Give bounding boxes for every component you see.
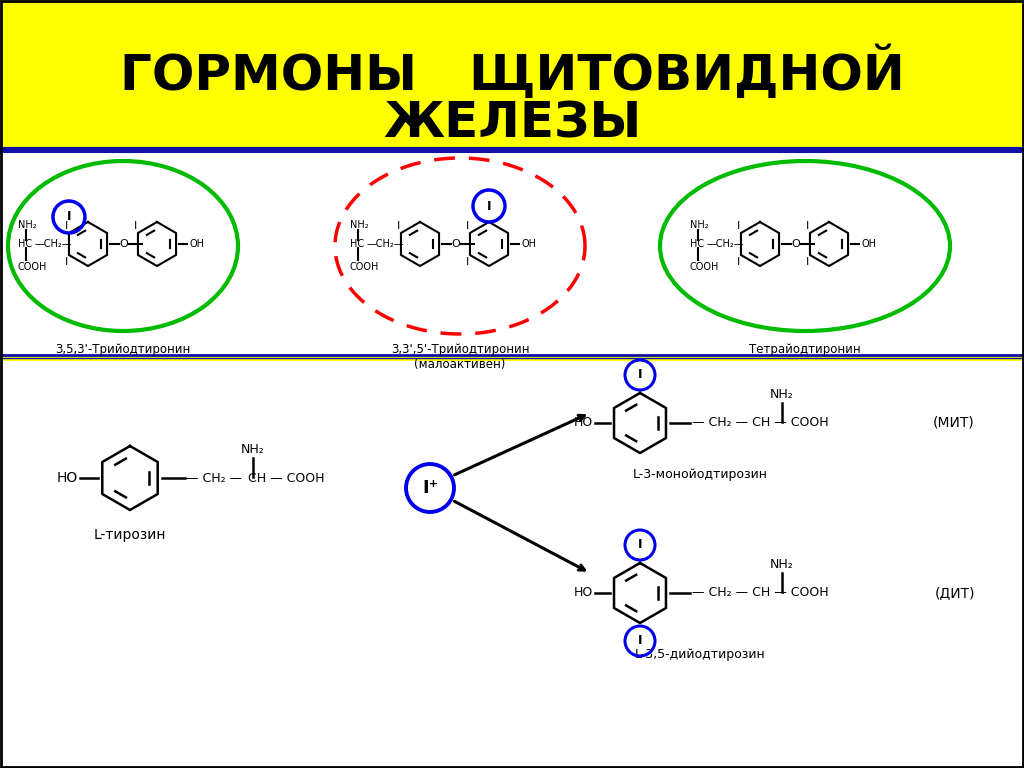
Text: ГОРМОНЫ   ЩИТОВИДНОЙ: ГОРМОНЫ ЩИТОВИДНОЙ: [120, 46, 904, 101]
Text: I: I: [66, 257, 69, 267]
Text: NH₂: NH₂: [770, 388, 794, 401]
Text: COOH: COOH: [350, 262, 379, 272]
Text: — CH₂ — CH — COOH: — CH₂ — CH — COOH: [692, 587, 828, 600]
Text: —CH₂—: —CH₂—: [707, 239, 744, 249]
Text: HO: HO: [573, 416, 593, 429]
Text: OH: OH: [861, 239, 876, 249]
Text: (МИТ): (МИТ): [933, 416, 975, 430]
Text: HC: HC: [18, 239, 32, 249]
Text: HO: HO: [573, 587, 593, 600]
Text: L-3,5-дийодтирозин: L-3,5-дийодтирозин: [635, 648, 765, 661]
Text: HO: HO: [56, 471, 78, 485]
Text: O: O: [120, 239, 128, 249]
Text: I: I: [737, 221, 740, 231]
FancyBboxPatch shape: [0, 148, 1024, 358]
Text: CH — COOH: CH — COOH: [248, 472, 325, 485]
Text: I: I: [67, 210, 72, 223]
FancyBboxPatch shape: [0, 361, 1024, 768]
Text: OH: OH: [189, 239, 204, 249]
Text: I: I: [397, 221, 400, 231]
Text: (ДИТ): (ДИТ): [935, 586, 975, 600]
FancyBboxPatch shape: [0, 0, 1024, 148]
Text: Тетрайодтиронин: Тетрайодтиронин: [750, 343, 861, 356]
Text: I: I: [638, 538, 642, 551]
Text: HC: HC: [350, 239, 365, 249]
Text: — CH₂ — CH — COOH: — CH₂ — CH — COOH: [692, 416, 828, 429]
Text: L-3-монойодтирозин: L-3-монойодтирозин: [633, 468, 768, 481]
Text: NH₂: NH₂: [350, 220, 369, 230]
Text: O: O: [452, 239, 461, 249]
Text: COOH: COOH: [690, 262, 720, 272]
Text: —CH₂—: —CH₂—: [35, 239, 73, 249]
Text: 3,3',5'-Трийодтиронин
(малоактивен): 3,3',5'-Трийодтиронин (малоактивен): [391, 343, 529, 371]
Text: HC: HC: [690, 239, 705, 249]
Text: —CH₂—: —CH₂—: [367, 239, 404, 249]
Text: I⁺: I⁺: [422, 479, 438, 497]
Text: NH₂: NH₂: [770, 558, 794, 571]
Text: NH₂: NH₂: [690, 220, 709, 230]
Text: O: O: [792, 239, 801, 249]
Text: COOH: COOH: [18, 262, 47, 272]
Text: I: I: [486, 200, 492, 213]
Text: I: I: [134, 221, 137, 231]
Text: I: I: [806, 221, 810, 231]
Text: I: I: [466, 221, 470, 231]
Text: NH₂: NH₂: [18, 220, 37, 230]
Text: I: I: [806, 257, 810, 267]
Text: ЖЕЛЕЗЫ: ЖЕЛЕЗЫ: [383, 99, 641, 147]
Text: I: I: [466, 257, 470, 267]
Text: 3,5,3'-Трийодтиронин: 3,5,3'-Трийодтиронин: [55, 343, 190, 356]
Text: I: I: [66, 221, 69, 231]
FancyBboxPatch shape: [0, 355, 1024, 361]
Text: — CH₂ —: — CH₂ —: [186, 472, 242, 485]
Text: OH: OH: [521, 239, 536, 249]
Text: L-тирозин: L-тирозин: [94, 528, 166, 542]
Text: I: I: [638, 634, 642, 647]
Text: NH₂: NH₂: [241, 443, 265, 456]
Text: I: I: [737, 257, 740, 267]
Text: I: I: [638, 369, 642, 382]
